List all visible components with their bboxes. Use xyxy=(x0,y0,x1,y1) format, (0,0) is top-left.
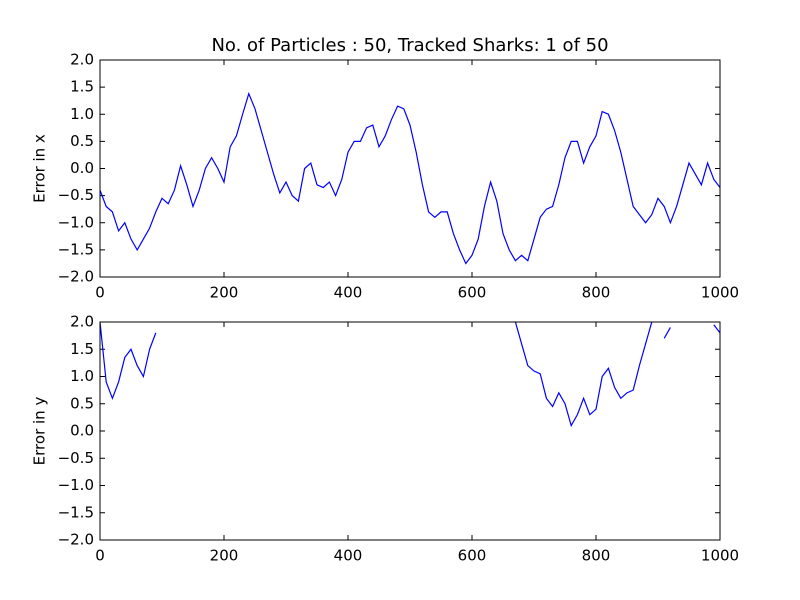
chart-title: No. of Particles : 50, Tracked Sharks: 1… xyxy=(211,35,608,56)
y-tick-label: 1.0 xyxy=(70,105,94,123)
y-tick-label: −1.5 xyxy=(58,503,94,521)
x-tick-label: 200 xyxy=(210,547,239,565)
y-tick-label: 0.5 xyxy=(70,394,94,412)
y-tick-label: 2.0 xyxy=(70,51,94,69)
x-tick-label: 0 xyxy=(95,284,105,302)
x-tick-label: 800 xyxy=(582,547,611,565)
x-tick-label: 600 xyxy=(458,284,487,302)
x-tick-label: 600 xyxy=(458,547,487,565)
y-tick-label: −0.5 xyxy=(58,186,94,204)
x-tick-label: 1000 xyxy=(701,284,739,302)
y-tick-label: 1.5 xyxy=(70,78,94,96)
y-tick-label: 0.0 xyxy=(70,159,94,177)
y-tick-label: −2.0 xyxy=(58,531,94,549)
y-tick-label: 0.5 xyxy=(70,132,94,150)
plot-frame xyxy=(99,321,721,541)
y-axis-label: Error in y xyxy=(31,397,49,466)
data-line xyxy=(100,91,720,265)
x-tick-label: 0 xyxy=(95,547,105,565)
x-tick-label: 1000 xyxy=(701,547,739,565)
x-tick-label: 800 xyxy=(582,284,611,302)
y-tick-label: −2.0 xyxy=(58,268,94,286)
y-tick-label: 1.5 xyxy=(70,340,94,358)
y-tick-label: 1.0 xyxy=(70,367,94,385)
y-tick-label: −1.5 xyxy=(58,240,94,258)
y-tick-label: 0.0 xyxy=(70,422,94,440)
y-tick-label: −1.0 xyxy=(58,476,94,494)
y-axis-label: Error in x xyxy=(31,134,49,203)
y-tick-label: −1.0 xyxy=(58,213,94,231)
x-tick-label: 200 xyxy=(210,284,239,302)
x-tick-label: 400 xyxy=(334,547,363,565)
y-tick-label: −0.5 xyxy=(58,449,94,467)
x-tick-label: 400 xyxy=(334,284,363,302)
y-tick-label: 2.0 xyxy=(70,313,94,331)
data-line xyxy=(100,322,720,428)
plot-frame xyxy=(99,59,721,278)
